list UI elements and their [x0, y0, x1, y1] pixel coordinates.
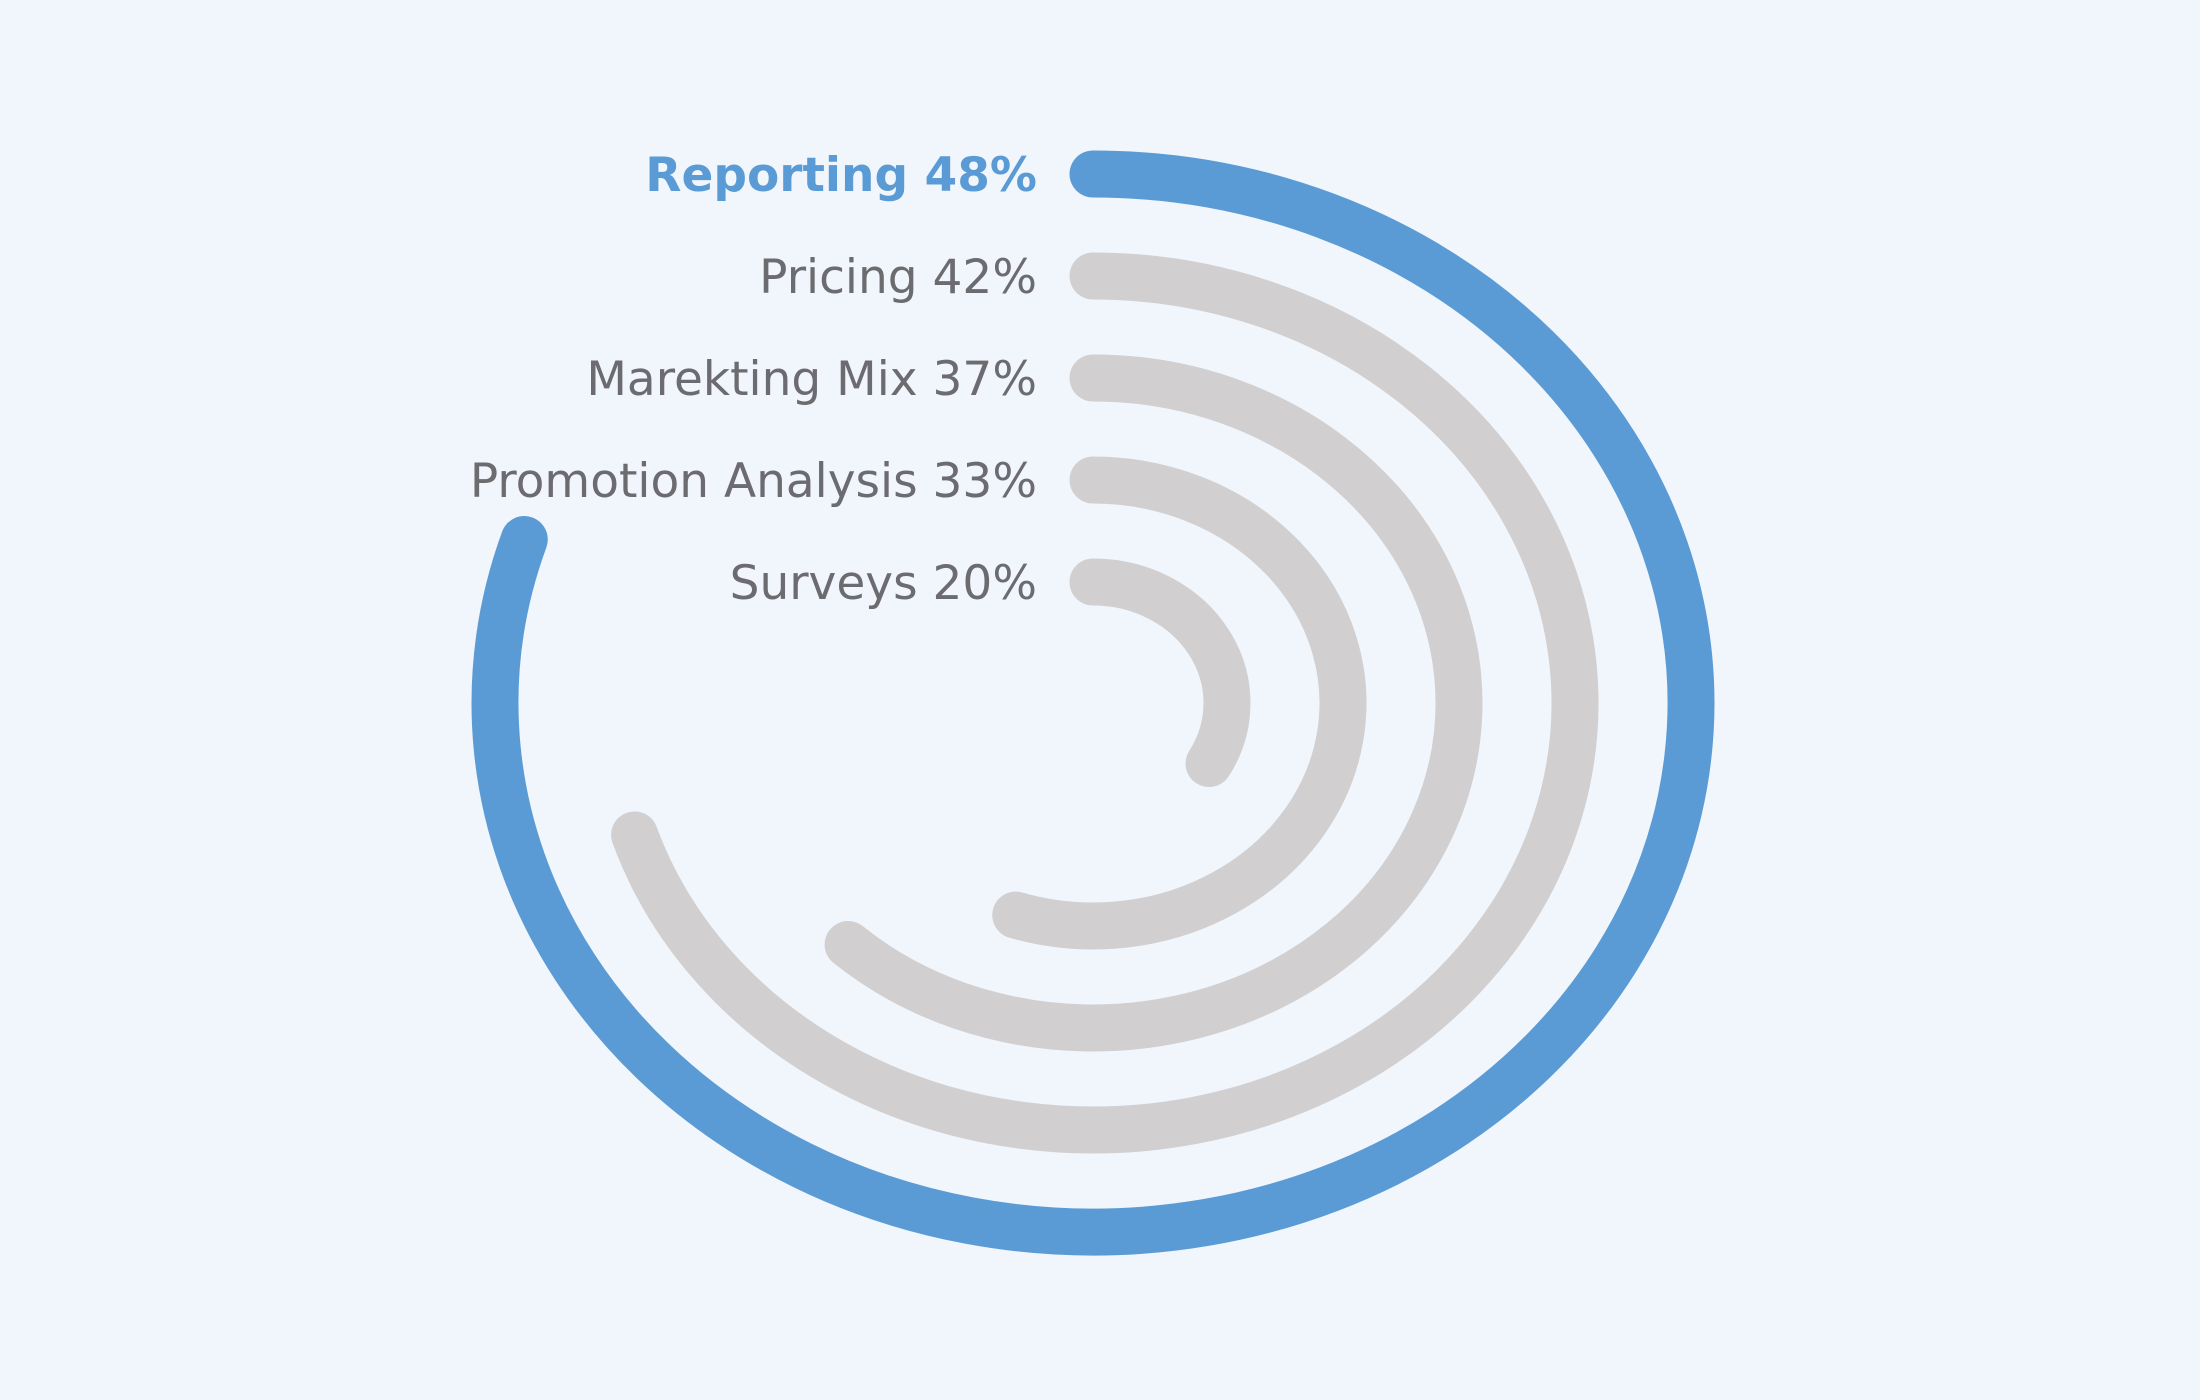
label-reporting: Reporting 48%: [645, 148, 1037, 203]
labels-group: Reporting 48% Pricing 42% Marekting Mix 37…: [470, 148, 1037, 611]
bars-group: [471, 150, 1715, 1256]
label-promotion-analysis: Promotion Analysis 33%: [470, 454, 1037, 509]
bar-promotion-analysis: [992, 456, 1367, 950]
label-marekting-mix: Marekting Mix 37%: [586, 352, 1037, 407]
bar-reporting: [471, 150, 1715, 1256]
label-pricing: Pricing 42%: [759, 250, 1037, 305]
bar-pricing: [611, 252, 1599, 1154]
bar-marekting-mix: [824, 354, 1483, 1052]
bar-surveys: [1069, 558, 1251, 787]
label-surveys: Surveys 20%: [730, 556, 1037, 611]
